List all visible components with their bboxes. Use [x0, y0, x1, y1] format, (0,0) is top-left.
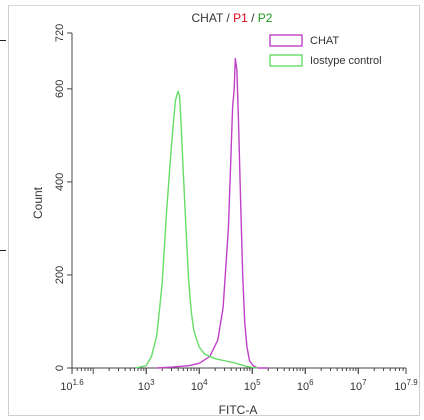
x-tick-label: 103: [138, 378, 155, 393]
title-part: /: [223, 11, 233, 25]
left-edge-mark: [0, 250, 6, 251]
x-tick-label: 101.6: [60, 378, 84, 393]
x-tick-label: 104: [191, 378, 208, 393]
title-part: P2: [258, 11, 273, 25]
title-part: /: [248, 11, 258, 25]
y-tick-label: 720: [54, 24, 66, 42]
chart-frame: [8, 5, 420, 416]
series-line: [135, 90, 258, 369]
x-tick-label: 107: [350, 378, 367, 393]
series-line: [156, 57, 269, 369]
title-part: P1: [233, 11, 248, 25]
y-tick-label: 600: [54, 80, 66, 98]
legend-label: CHAT: [310, 35, 339, 47]
x-tick-label: 106: [297, 378, 314, 393]
y-axis-ticks: 0 200 400 600 720: [54, 24, 72, 371]
left-edge-mark: [0, 40, 6, 41]
legend: CHAT Iostype control: [269, 34, 382, 67]
x-tick-label: 105: [244, 378, 261, 393]
x-axis-ticks: 101.6 103 104 105 106 107 107.9: [60, 368, 418, 393]
y-tick-label: 400: [54, 173, 66, 191]
legend-swatch: [269, 34, 303, 47]
y-tick-label: 0: [54, 365, 66, 371]
legend-label: Iostype control: [310, 55, 382, 67]
y-axis-label: Count: [31, 186, 45, 219]
y-tick-label: 200: [54, 266, 66, 284]
x-tick-label: 107.9: [394, 378, 418, 393]
chart-title: CHAT / P1 / P2: [192, 11, 273, 25]
legend-swatch: [269, 54, 303, 67]
plot-area: [71, 33, 406, 369]
x-axis-label: FITC-A: [219, 403, 258, 417]
title-part: CHAT: [192, 11, 224, 25]
series-lines: [135, 57, 269, 369]
